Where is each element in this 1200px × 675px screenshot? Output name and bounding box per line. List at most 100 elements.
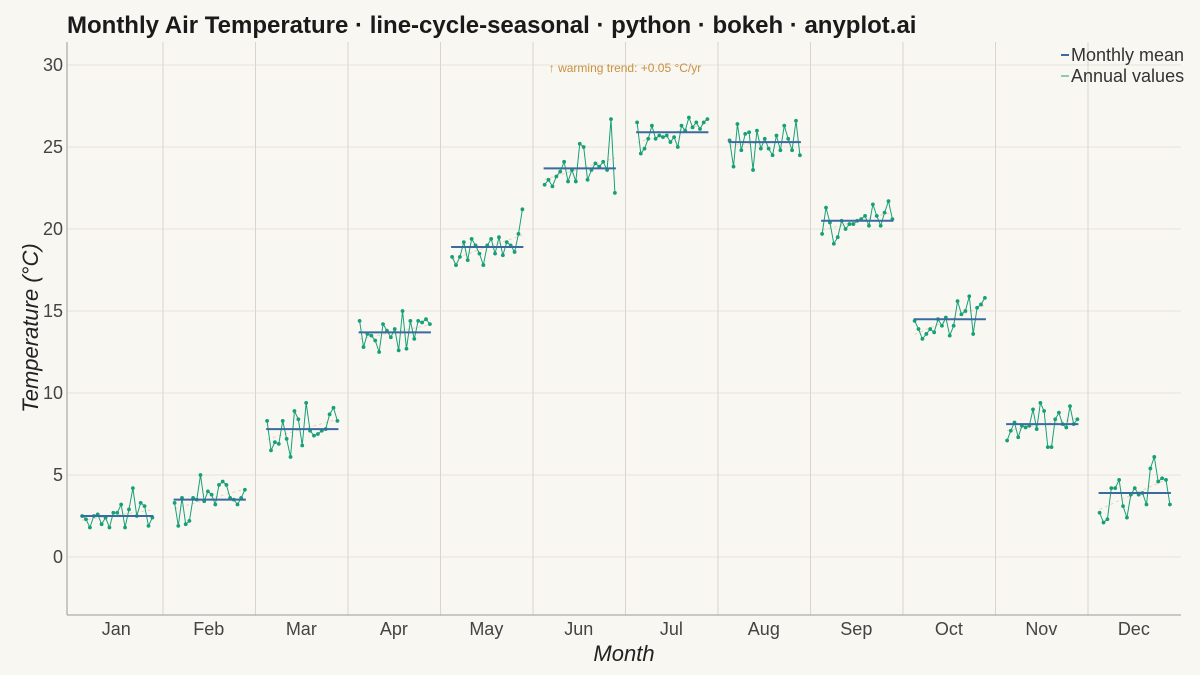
y-tick-labels: 0 5 10 15 20 25 30 bbox=[43, 55, 63, 567]
annual-point bbox=[183, 522, 188, 527]
y-tick-label: 25 bbox=[43, 137, 63, 157]
annual-point bbox=[932, 330, 937, 335]
annual-point bbox=[276, 441, 281, 446]
annual-point bbox=[770, 153, 775, 158]
annual-point bbox=[187, 519, 192, 523]
annual-point bbox=[847, 222, 852, 226]
annual-point bbox=[743, 131, 748, 136]
annual-point bbox=[701, 120, 706, 125]
x-tick-label-mar: Mar bbox=[286, 619, 317, 639]
annual-point bbox=[675, 145, 680, 149]
x-tick-label-jun: Jun bbox=[564, 619, 593, 639]
annual-point bbox=[381, 322, 385, 327]
annual-point bbox=[593, 161, 598, 166]
y-tick-label: 5 bbox=[53, 465, 63, 485]
x-axis-title: Month bbox=[593, 641, 654, 666]
annual-point bbox=[123, 525, 127, 530]
annual-point bbox=[99, 522, 104, 527]
annual-point bbox=[1144, 502, 1149, 507]
annual-point bbox=[209, 492, 214, 497]
x-tick-labels: Jan Feb Mar Apr May Jun Jul Aug Sep Oct Nov Dec bbox=[102, 619, 1150, 639]
annual-point bbox=[820, 232, 824, 236]
annual-point bbox=[412, 336, 417, 341]
annual-point bbox=[224, 482, 229, 487]
annual-point bbox=[504, 240, 509, 245]
annual-point bbox=[493, 251, 497, 256]
annual-point bbox=[566, 179, 570, 184]
chart-title: Monthly Air Temperature · line-cycle-sea… bbox=[67, 12, 917, 39]
annual-point bbox=[357, 318, 362, 323]
annual-point bbox=[1125, 515, 1129, 520]
annual-point bbox=[213, 502, 218, 507]
annual-point bbox=[635, 120, 639, 125]
annual-point bbox=[489, 236, 494, 241]
annual-point bbox=[1121, 504, 1125, 509]
annual-point bbox=[1053, 417, 1058, 422]
annual-point bbox=[870, 202, 875, 207]
annual-point bbox=[650, 123, 654, 128]
annual-point bbox=[454, 263, 458, 267]
annual-point bbox=[1064, 425, 1069, 430]
annual-point bbox=[127, 507, 131, 512]
annual-point bbox=[1164, 478, 1168, 482]
annual-point bbox=[424, 317, 428, 322]
annual-point bbox=[516, 232, 521, 236]
annual-point bbox=[851, 222, 856, 226]
annual-point bbox=[1117, 478, 1122, 482]
annual-point bbox=[1132, 486, 1137, 491]
annual-point bbox=[971, 332, 976, 336]
annual-point bbox=[1101, 520, 1106, 525]
annual-point bbox=[115, 510, 120, 515]
annual-line-may bbox=[451, 209, 523, 268]
annual-point bbox=[653, 136, 658, 141]
annual-point bbox=[831, 241, 836, 246]
annual-point bbox=[698, 127, 702, 131]
annual-point bbox=[959, 312, 964, 317]
annual-point bbox=[646, 136, 651, 141]
annual-point bbox=[947, 333, 952, 338]
annual-point bbox=[878, 223, 883, 228]
annual-point bbox=[458, 254, 462, 259]
annual-point bbox=[542, 182, 547, 187]
annual-point bbox=[1008, 428, 1013, 433]
annual-point bbox=[1113, 486, 1118, 491]
annual-point bbox=[420, 320, 424, 325]
annual-point bbox=[983, 295, 987, 300]
annual-point bbox=[512, 250, 517, 254]
annual-point bbox=[111, 510, 116, 515]
annual-point bbox=[940, 323, 944, 328]
annual-point bbox=[975, 305, 979, 310]
annual-point bbox=[694, 120, 699, 125]
annual-point bbox=[979, 302, 983, 307]
mean-series bbox=[81, 131, 1171, 517]
annual-point bbox=[172, 500, 177, 505]
annual-point bbox=[130, 486, 135, 491]
annual-point bbox=[638, 151, 643, 156]
annual-point bbox=[416, 318, 421, 323]
annual-point bbox=[735, 122, 740, 126]
annual-point bbox=[220, 479, 225, 484]
annual-point bbox=[774, 133, 779, 138]
y-tick-label: 15 bbox=[43, 301, 63, 321]
annual-point bbox=[886, 199, 891, 204]
x-tick-label-apr: Apr bbox=[380, 619, 408, 639]
annual-point bbox=[88, 525, 92, 530]
annual-point bbox=[280, 418, 285, 423]
annual-point bbox=[138, 500, 143, 505]
annual-point bbox=[1168, 502, 1172, 507]
annual-line-jan bbox=[81, 488, 153, 530]
annual-point bbox=[119, 502, 124, 507]
annual-point bbox=[461, 240, 466, 245]
annual-point bbox=[84, 517, 88, 522]
annual-point bbox=[408, 318, 413, 323]
legend-label-annual: Annual values bbox=[1071, 66, 1184, 86]
annual-point bbox=[1109, 486, 1114, 491]
annual-point bbox=[400, 309, 405, 313]
annual-point bbox=[577, 141, 582, 146]
annual-point bbox=[786, 136, 791, 141]
annual-point bbox=[361, 345, 366, 349]
annual-point bbox=[500, 253, 505, 258]
annual-point bbox=[790, 148, 794, 153]
annual-point bbox=[315, 432, 320, 436]
annual-point bbox=[601, 159, 606, 164]
